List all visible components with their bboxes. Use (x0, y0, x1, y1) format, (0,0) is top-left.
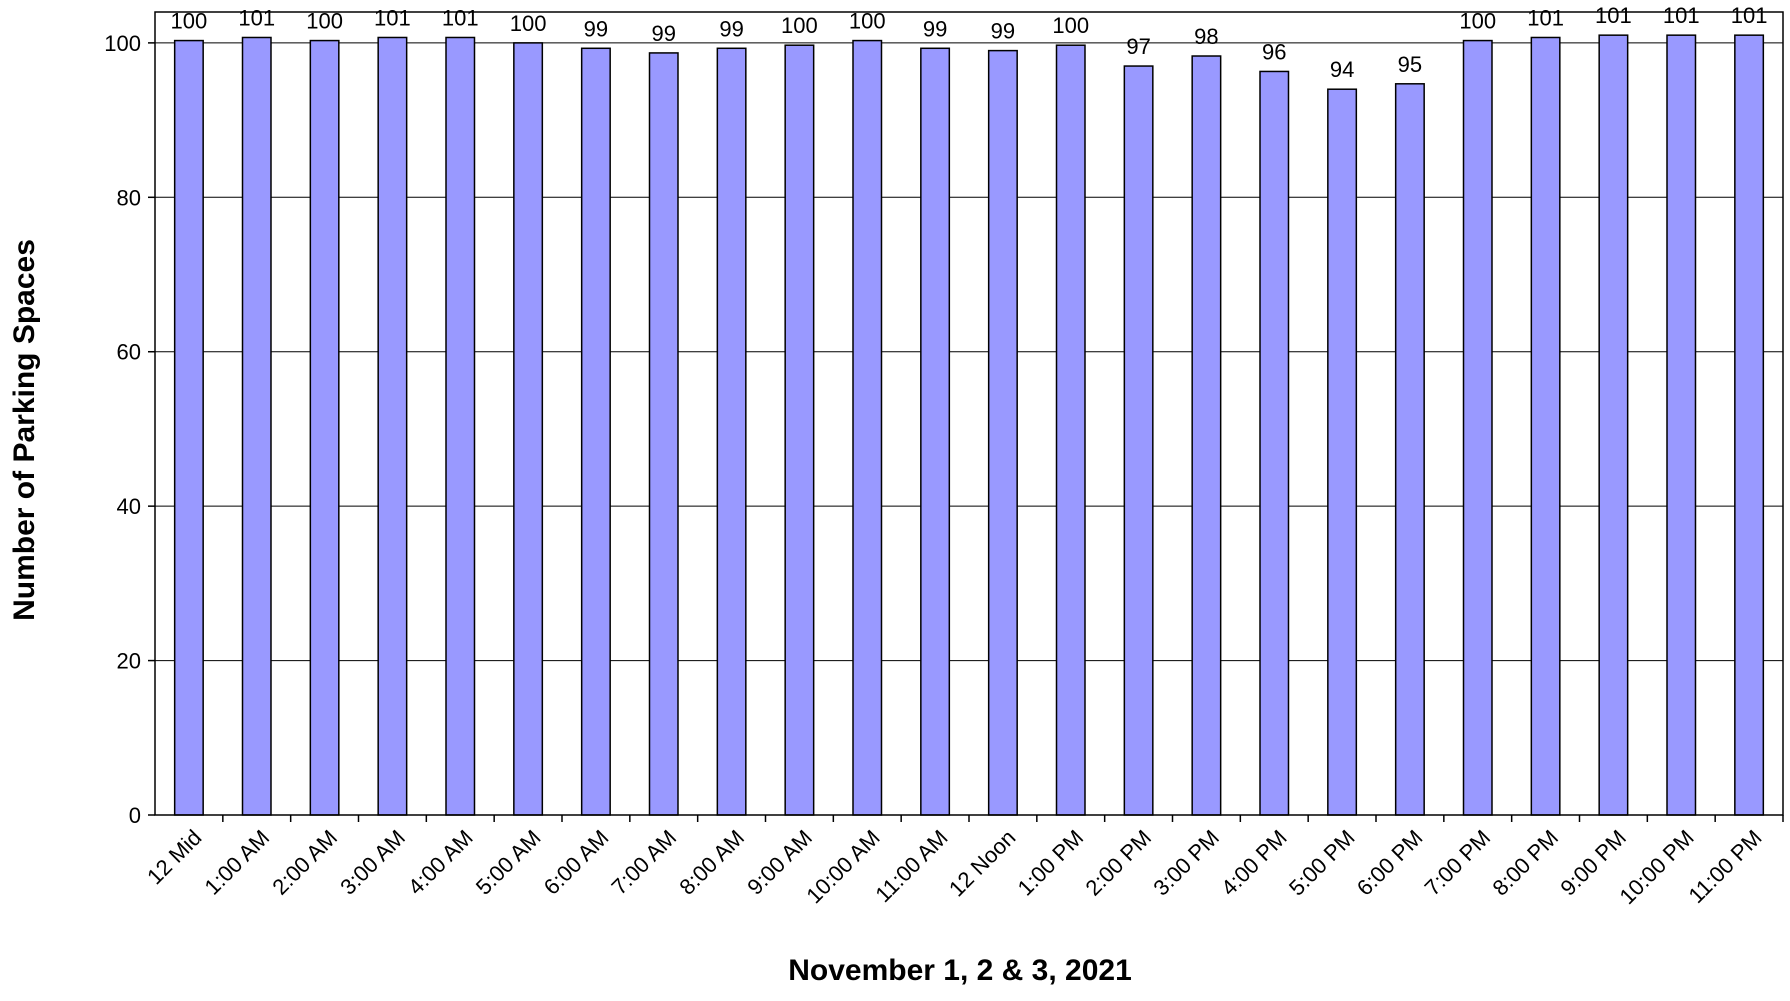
data-label: 98 (1194, 24, 1218, 49)
x-tick-label: 4:00 PM (1216, 825, 1292, 901)
x-tick-label: 8:00 PM (1488, 825, 1564, 901)
x-tick-label: 2:00 AM (267, 825, 342, 900)
bar (1327, 88, 1358, 816)
gridlines (155, 42, 1783, 662)
bar (1123, 65, 1154, 816)
x-tick-label: 11:00 PM (1684, 825, 1767, 908)
x-axis-title: November 1, 2 & 3, 2021 (788, 954, 1132, 987)
data-label: 101 (1595, 3, 1632, 28)
data-label: 95 (1398, 52, 1422, 77)
data-label: 100 (1052, 13, 1089, 38)
bar (377, 36, 408, 816)
x-tick-label: 5:00 AM (471, 825, 546, 900)
bar (987, 49, 1018, 816)
x-tick-label: 10:00 PM (1615, 825, 1699, 909)
data-label: 100 (510, 11, 547, 36)
data-label: 99 (923, 16, 947, 41)
bars (173, 34, 1765, 816)
y-tick-label: 60 (117, 340, 141, 365)
y-tick-label: 20 (117, 649, 141, 674)
x-tick-label: 1:00 AM (200, 825, 275, 900)
data-label: 101 (442, 5, 479, 30)
bar (1055, 44, 1086, 816)
x-tick-label: 3:00 PM (1148, 825, 1224, 901)
bar (445, 36, 476, 816)
x-tick-label: 2:00 PM (1081, 825, 1157, 901)
data-label: 96 (1262, 39, 1286, 64)
data-label: 101 (238, 5, 275, 30)
y-tick-label: 100 (104, 31, 141, 56)
x-tick-label: 7:00 AM (607, 825, 682, 900)
data-label: 99 (584, 16, 608, 41)
axes (148, 11, 1784, 822)
bar (1259, 70, 1290, 816)
x-tick-label: 12 Mid (142, 825, 206, 889)
bar (1530, 36, 1561, 816)
x-tick-label: 11:00 AM (870, 825, 952, 907)
bar (309, 39, 340, 816)
data-label: 101 (1527, 5, 1564, 30)
bar (1394, 83, 1425, 816)
bar (1191, 55, 1222, 816)
x-tick-label: 6:00 AM (539, 825, 614, 900)
data-label: 99 (652, 21, 676, 46)
x-tick-label: 6:00 PM (1352, 825, 1428, 901)
bar (1598, 34, 1629, 816)
data-label: 97 (1126, 34, 1150, 59)
data-label: 100 (171, 9, 208, 34)
bar (1734, 34, 1765, 816)
y-axis-title: Number of Parking Spaces (8, 239, 41, 621)
data-label: 101 (374, 5, 411, 30)
x-tick-label: 4:00 AM (403, 825, 478, 900)
bar (173, 39, 204, 816)
data-label: 100 (1459, 9, 1496, 34)
bar (513, 42, 544, 816)
x-tick-label: 12 Noon (944, 825, 1021, 902)
bar (784, 44, 815, 816)
x-tick-label: 3:00 AM (335, 825, 410, 900)
x-tick-label: 8:00 AM (674, 825, 749, 900)
y-tick-label: 0 (129, 803, 141, 828)
data-label: 100 (849, 9, 886, 34)
data-label: 99 (719, 16, 743, 41)
data-label: 100 (306, 9, 343, 34)
bar (1462, 39, 1493, 816)
data-label: 99 (991, 19, 1015, 44)
data-label: 94 (1330, 57, 1354, 82)
bar (852, 39, 883, 816)
data-label: 101 (1663, 3, 1700, 28)
bar (241, 36, 272, 816)
bar (920, 47, 951, 816)
x-tick-label: 1:00 PM (1013, 825, 1089, 901)
x-tick-label: 5:00 PM (1284, 825, 1360, 901)
bar (1666, 34, 1697, 816)
y-tick-label: 40 (117, 494, 141, 519)
x-tick-label: 7:00 PM (1420, 825, 1496, 901)
data-label: 101 (1731, 3, 1768, 28)
bar (580, 47, 611, 816)
x-tick-label: 10:00 AM (801, 825, 884, 908)
bar (648, 52, 679, 816)
bar (716, 47, 747, 816)
data-label: 100 (781, 13, 818, 38)
y-tick-label: 80 (117, 185, 141, 210)
